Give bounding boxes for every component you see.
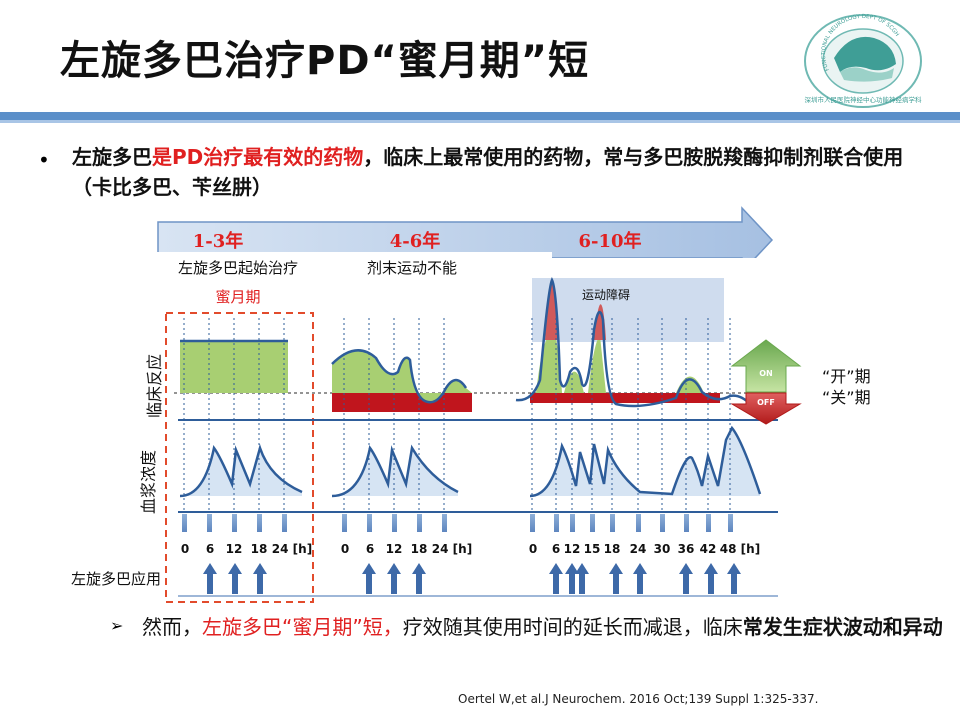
tick-label: 18	[411, 542, 428, 556]
tick-label: 24 [h]	[272, 542, 312, 556]
dose-arrow-icon	[549, 563, 563, 594]
time-gridlines	[183, 318, 731, 510]
tick-labels-panel-3: 0 6 12 15 18 24 30 36 42 48 [h]	[529, 542, 760, 556]
dyskinesia-zone	[532, 278, 724, 342]
tick-label: 12	[226, 542, 243, 556]
dose-arrow-icon	[609, 563, 623, 594]
panel3-plasma-line	[529, 425, 762, 498]
dose-arrow-icon	[387, 563, 401, 594]
dosing-label: 左旋多巴应用	[71, 570, 161, 588]
stage-1-label: 1-3年	[193, 230, 244, 252]
axis-plasma-label: 血浆浓度	[139, 450, 158, 514]
conclusion-bold: 常发生症状波动和异动	[742, 615, 943, 639]
off-arrow-label: OFF	[757, 398, 775, 407]
tick-labels-panel-1: 0 6 12 18 24 [h]	[181, 542, 312, 556]
intro-highlight: 是PD治疗最有效的药物	[152, 145, 364, 169]
stage-2-label: 4-6年	[390, 230, 441, 252]
intro-paragraph: 左旋多巴是PD治疗最有效的药物，临床上最常使用的药物，常与多巴胺脱羧酶抑制剂联合…	[72, 142, 942, 202]
off-period-legend: “关”期	[822, 388, 871, 407]
intro-text-2: ，临床上最常使用的药物，常与多巴胺脱羧酶抑制剂联合使用 （卡比多巴、苄丝肼）	[72, 145, 904, 199]
tick-label: 6	[206, 542, 214, 556]
panel1-plasma-fill	[180, 448, 302, 496]
tick-label: 24	[630, 542, 647, 556]
panel2-response-line	[331, 349, 468, 404]
tick-label: 12	[564, 542, 581, 556]
conclusion-text-1: 然而，	[142, 615, 202, 639]
dose-arrow-icon	[633, 563, 647, 594]
dose-arrow-icon	[679, 563, 693, 594]
tick-label: 15	[584, 542, 601, 556]
panel3-dyskinesia-peak-1	[545, 278, 558, 340]
on-arrow-label: ON	[759, 369, 773, 378]
conclusion-text-2: 疗效随其使用时间的延长而减退，临床	[402, 615, 743, 639]
dose-arrow-icon	[575, 563, 589, 594]
dose-arrow-icon	[565, 563, 579, 594]
tick-label: 0	[341, 542, 349, 556]
tick-label: 48 [h]	[720, 542, 760, 556]
dose-arrows	[203, 563, 741, 594]
axis-clinical-label: 临床反应	[145, 354, 164, 418]
slide-title: 左旋多巴治疗PD“蜜月期”短	[60, 38, 590, 84]
logo-bottom-text: 深圳市人民医院神经中心功能神经病学科	[805, 95, 923, 104]
on-period-legend: “开”期	[822, 367, 871, 386]
dose-arrow-icon	[203, 563, 217, 594]
stage-3-label: 6-10年	[578, 230, 641, 252]
stage-note-2: 剂末运动不能	[367, 259, 457, 277]
title-divider-light	[0, 120, 960, 123]
tick-label: 30	[654, 542, 671, 556]
levodopa-diagram: 1-3年 4-6年 6-10年 左旋多巴起始治疗 剂末运动不能 蜜月期 运动障碍…	[71, 206, 930, 612]
sub-bullet-arrow-icon: ➢	[110, 616, 124, 635]
dyskinesia-label: 运动障碍	[582, 287, 630, 302]
conclusion-highlight: 左旋多巴“蜜月期”短，	[202, 615, 403, 639]
panel2-off-area	[332, 393, 472, 412]
dose-arrow-icon	[362, 563, 376, 594]
intro-text-1: 左旋多巴	[72, 145, 152, 169]
tick-label: 12	[386, 542, 403, 556]
tick-labels-panel-2: 0 6 12 18 24 [h]	[341, 542, 472, 556]
bullet-marker: •	[38, 148, 50, 172]
tick-label: 6	[366, 542, 374, 556]
panel3-off-area	[530, 393, 720, 403]
stage-note-1: 左旋多巴起始治疗	[178, 259, 298, 277]
citation: Oertel W,et al.J Neurochem. 2016 Oct;139…	[458, 692, 819, 706]
time-tick-marks	[182, 514, 733, 532]
off-arrow-icon	[730, 392, 802, 425]
panel2-on-area	[332, 350, 472, 403]
dose-arrow-icon	[228, 563, 242, 594]
conclusion-paragraph: 然而，左旋多巴“蜜月期”短，疗效随其使用时间的延长而减退，临床常发生症状波动和异…	[142, 612, 957, 642]
panel2-plasma-fill	[332, 448, 458, 496]
dose-arrow-icon	[253, 563, 267, 594]
department-logo: FUNCTIONAL NEUROLOGY DEPT OF SCGH 深圳市人民医…	[804, 14, 923, 108]
dose-arrow-icon	[727, 563, 741, 594]
on-arrow-icon	[730, 339, 802, 393]
panel2-plasma-line	[331, 444, 459, 498]
tick-label: 24 [h]	[432, 542, 472, 556]
tick-label: 6	[552, 542, 560, 556]
tick-label: 42	[700, 542, 717, 556]
title-divider	[0, 112, 960, 120]
tick-label: 18	[604, 542, 621, 556]
dose-arrow-icon	[412, 563, 426, 594]
dose-arrow-icon	[704, 563, 718, 594]
tick-label: 0	[181, 542, 189, 556]
panel1-plasma-line	[179, 443, 303, 498]
honeymoon-label: 蜜月期	[215, 288, 260, 306]
tick-label: 0	[529, 542, 537, 556]
tick-label: 36	[678, 542, 695, 556]
honeymoon-box	[165, 312, 314, 603]
tick-label: 18	[251, 542, 268, 556]
